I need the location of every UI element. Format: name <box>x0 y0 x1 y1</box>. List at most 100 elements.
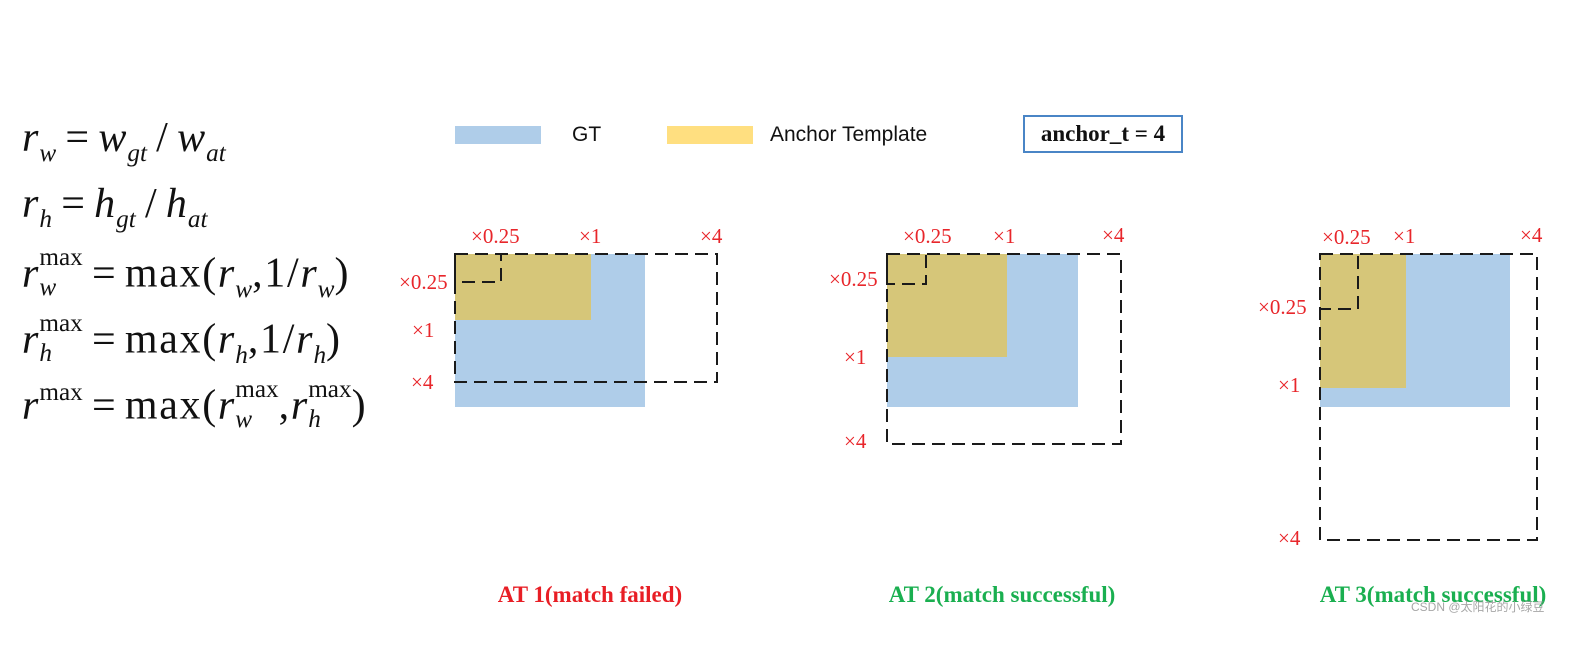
formula-text: ) <box>351 382 368 429</box>
formula-text: , <box>278 382 291 429</box>
diagram-caption: AT 2(match successful) <box>888 582 1116 607</box>
watermark: CSDN @太阳花的小绿豆 <box>1411 600 1545 614</box>
scale-4-dashed-box <box>1319 253 1538 541</box>
formula-operator: / <box>144 181 157 227</box>
formula-subscript: h <box>235 341 248 369</box>
formula-variable: r <box>22 250 39 297</box>
diagram-at-2-shapes <box>886 253 1122 445</box>
formula-term: rw <box>218 251 252 302</box>
formula-term: r max h <box>291 376 352 433</box>
formula-operator: = <box>91 316 116 363</box>
legend-anchor-swatch <box>667 126 753 144</box>
top-scale-label-1: ×1 <box>1393 224 1416 248</box>
diagram-caption: AT 3(match successful) <box>1319 582 1547 607</box>
formula-subscript: h <box>39 340 52 367</box>
formula-term: rh <box>296 317 326 368</box>
legend-anchor-label: Anchor Template <box>770 123 928 146</box>
formula-variable: w <box>177 115 206 161</box>
formula-index-stack: max h <box>308 375 351 435</box>
formula-subscript: at <box>206 140 226 167</box>
formula-text: max( <box>124 382 218 429</box>
legend-gt-label: GT <box>572 123 602 146</box>
formula-variable: w <box>98 115 127 161</box>
formula-text: ,1/ <box>252 250 301 297</box>
diagram-caption: AT 1(match failed) <box>497 582 683 607</box>
formula-r-max: rmax = max(r max w ,r max h) <box>22 376 368 433</box>
diagram-at-1-shapes <box>454 253 718 407</box>
formula-variable: r <box>300 250 317 297</box>
anchor-template-box <box>455 254 591 320</box>
formula-subscript: h <box>39 206 52 233</box>
formula-subscript: w <box>317 275 335 303</box>
formula-index-stack: max h <box>39 309 82 369</box>
formula-term: rw <box>300 250 334 302</box>
formula-text: max( <box>124 316 218 363</box>
top-scale-label-4: ×4 <box>700 224 723 248</box>
formula-subscript: w <box>235 275 253 303</box>
formula-term: wgt <box>98 115 147 166</box>
formula-subscript: h <box>313 341 327 369</box>
left-scale-label-1: ×1 <box>1278 373 1301 397</box>
top-scale-label-4: ×4 <box>1520 223 1543 247</box>
formula-subscript: gt <box>127 140 147 167</box>
formula-superscript: max <box>39 378 83 406</box>
formula-variable: r <box>22 115 39 161</box>
formula-superscript: max <box>39 244 83 271</box>
threshold-box: anchor_t = 4 <box>1023 115 1183 153</box>
formula-subscript: w <box>39 140 57 167</box>
formula-variable: r <box>22 382 39 429</box>
formula-variable: r <box>217 316 235 363</box>
top-scale-label-025: ×0.25 <box>471 224 520 248</box>
left-scale-label-025: ×0.25 <box>399 270 448 294</box>
left-scale-label-4: ×4 <box>411 370 434 394</box>
anchor-template-box <box>887 254 1007 357</box>
left-scale-label-1: ×1 <box>412 318 435 342</box>
formula-subscript: h <box>308 406 321 433</box>
formula-text: ) <box>334 250 351 297</box>
formula-superscript: max <box>39 310 83 337</box>
formula-term: hat <box>166 181 208 232</box>
diagram-at-3-shapes <box>1319 253 1538 541</box>
formula-term: wat <box>177 115 226 166</box>
formula-operator: = <box>91 382 116 429</box>
top-scale-label-025: ×0.25 <box>1322 225 1371 249</box>
legend-gt-swatch <box>455 126 541 144</box>
formula-operator: = <box>61 181 85 227</box>
scale-025-dashed-box <box>1319 253 1359 310</box>
top-scale-label-1: ×1 <box>579 224 602 248</box>
formula-superscript: max <box>235 376 279 403</box>
anchor-template-box <box>1320 254 1406 388</box>
left-scale-label-1: ×1 <box>844 345 867 369</box>
formula-subscript: w <box>39 274 57 301</box>
formula-subscript: gt <box>116 206 136 233</box>
formula-superscript: max <box>308 376 352 403</box>
formula-variable: h <box>94 181 116 227</box>
formula-rh-max: r max h = max(rh,1/rh) <box>22 310 342 368</box>
formula-rw: rw = wgt / wat <box>22 112 226 167</box>
formula-text: ,1/ <box>247 316 297 363</box>
scale-4-dashed-box <box>886 253 1122 445</box>
top-scale-label-4: ×4 <box>1102 223 1125 247</box>
formula-term: rh <box>217 316 248 368</box>
formula-operator: / <box>156 115 168 161</box>
formula-text: max( <box>124 250 218 297</box>
formula-rw-max: r max w = max(rw,1/rw) <box>22 244 351 302</box>
left-scale-label-4: ×4 <box>1278 526 1301 550</box>
formula-term: r max w <box>22 244 83 301</box>
formula-term: hgt <box>94 181 136 232</box>
top-scale-label-1: ×1 <box>993 224 1016 248</box>
formula-variable: r <box>217 382 235 429</box>
formula-term: rmax <box>22 380 83 429</box>
left-scale-label-4: ×4 <box>844 429 867 453</box>
formula-rh: rh = hgt / hat <box>22 178 208 232</box>
scale-4-dashed-box <box>454 253 718 383</box>
formula-term: rh <box>22 181 52 232</box>
left-scale-label-025: ×0.25 <box>829 267 878 291</box>
